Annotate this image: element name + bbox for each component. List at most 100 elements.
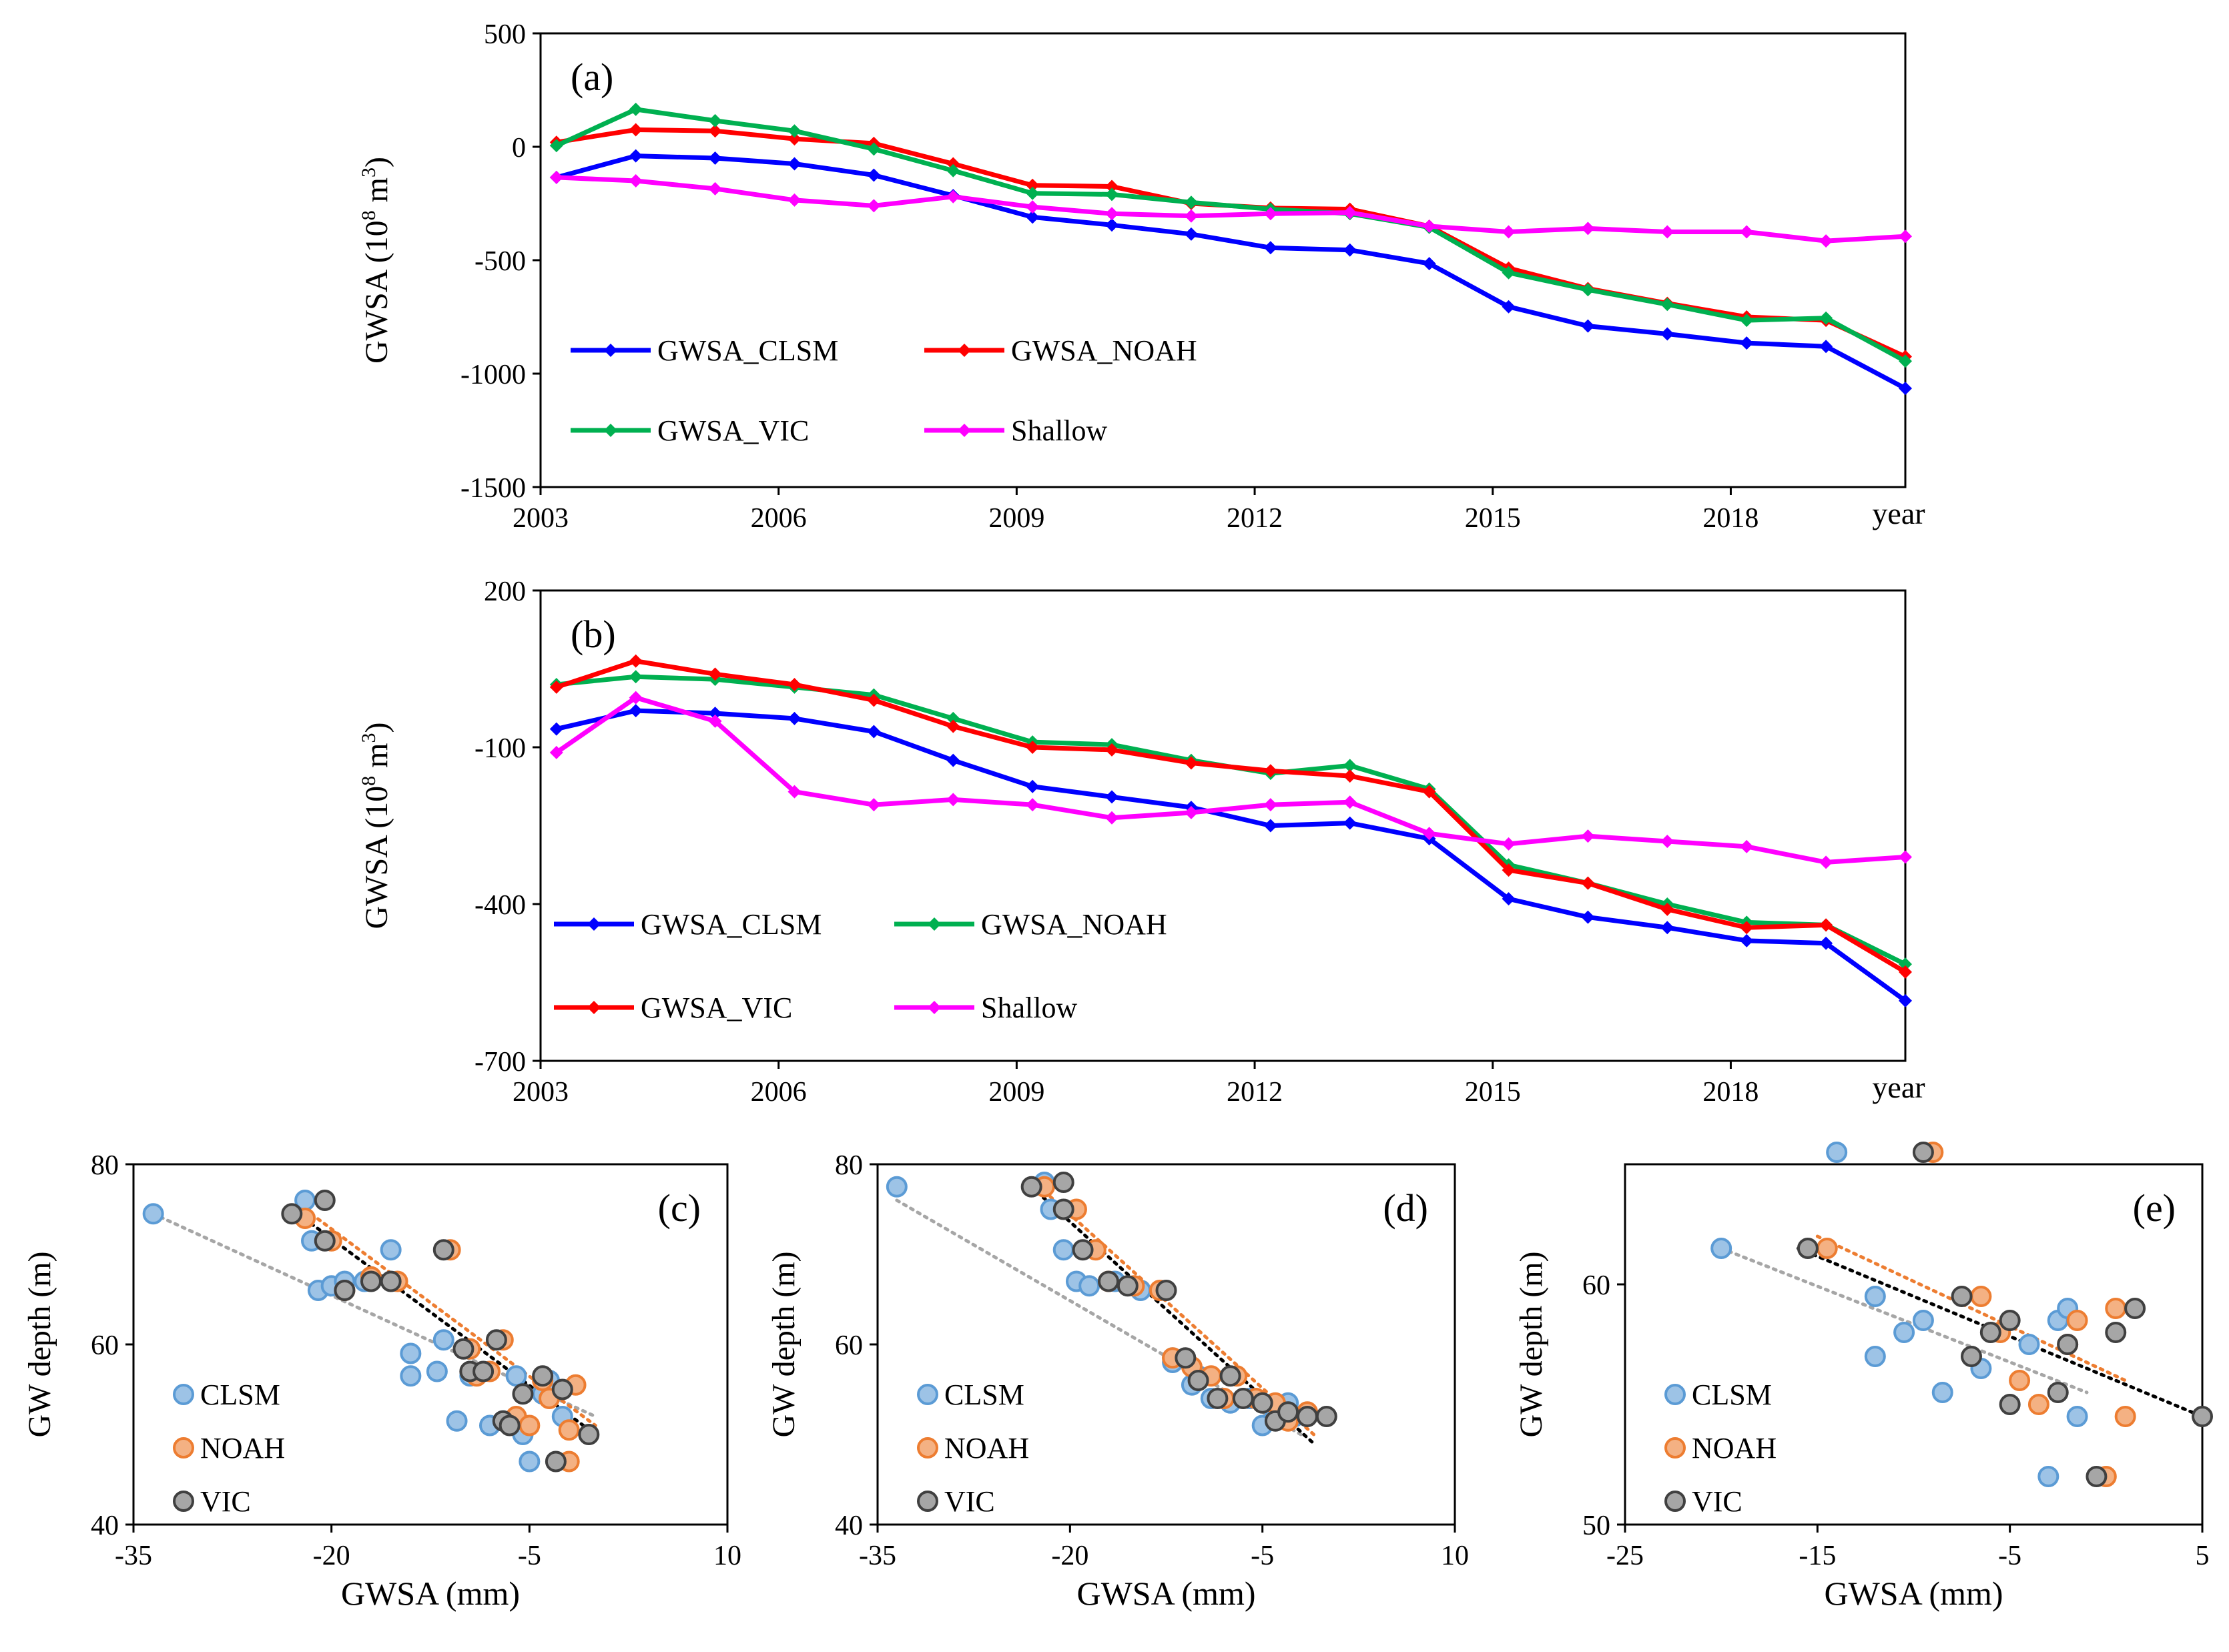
data-point-VIC <box>1052 1172 1074 1193</box>
y-axis-label-part: ) <box>359 157 394 167</box>
data-point-GWSA_CLSM <box>708 707 722 721</box>
data-point-GWSA_CLSM <box>1105 218 1119 232</box>
data-point-GWSA_CLSM <box>867 725 881 739</box>
x-tick-label: -35 <box>115 1541 152 1571</box>
legend-label: VIC <box>200 1485 251 1518</box>
data-point-GWSA_VIC <box>867 142 881 156</box>
data-point-VIC <box>1219 1365 1241 1387</box>
y-tick-label: -1500 <box>460 473 526 504</box>
data-point-GWSA_CLSM <box>1343 816 1357 830</box>
panel-label: (c) <box>658 1186 701 1230</box>
plot-frame <box>539 589 1907 1062</box>
data-point-GWSA_VIC <box>946 719 960 733</box>
legend-marker <box>173 1491 194 1512</box>
data-point-Shallow <box>1819 234 1833 248</box>
data-point-GWSA_CLSM <box>1422 257 1436 271</box>
series-line-GWSA_VIC <box>555 659 1907 974</box>
x-tick-label: 2012 <box>1227 503 1283 534</box>
data-point-GWSA_NOAH <box>946 711 960 725</box>
legend-label: CLSM <box>944 1378 1024 1411</box>
data-point-Shallow <box>1660 225 1674 239</box>
plot-frame <box>132 1163 729 1526</box>
trendline <box>1719 1246 2089 1394</box>
legend-label: GWSA_CLSM <box>641 908 822 941</box>
data-point-NOAH <box>1816 1238 1838 1259</box>
data-point-GWSA_CLSM <box>1660 327 1674 341</box>
data-point-GWSA_CLSM <box>787 157 802 171</box>
data-point-GWSA_VIC <box>1502 266 1516 280</box>
data-point-CLSM <box>432 1329 454 1351</box>
data-point-GWSA_CLSM <box>1263 241 1277 255</box>
data-point-Shallow <box>1422 220 1436 233</box>
data-point-VIC <box>314 1190 336 1211</box>
y-tick-label: 80 <box>91 1150 119 1181</box>
series-line-GWSA_CLSM <box>555 708 1907 1003</box>
legend-label: GWSA_VIC <box>641 991 792 1024</box>
legend-marker <box>928 1001 941 1014</box>
y-tick-label: 200 <box>484 576 526 607</box>
y-tick-label: -500 <box>474 246 526 277</box>
data-point-GWSA_VIC <box>1422 785 1436 799</box>
data-point-VIC <box>1912 1142 1934 1163</box>
data-point-GWSA_VIC <box>549 139 563 153</box>
data-point-CLSM <box>1931 1382 1953 1403</box>
data-point-Shallow <box>1581 222 1595 236</box>
data-point-VIC <box>1951 1286 1973 1307</box>
data-point-Shallow <box>1899 230 1912 244</box>
data-point-GWSA_CLSM <box>1105 790 1119 804</box>
data-point-Shallow <box>1105 811 1119 825</box>
data-point-GWSA_NOAH <box>708 124 722 138</box>
x-axis-label: year <box>1872 496 1925 530</box>
x-tick-label: -5 <box>1998 1541 2021 1571</box>
data-point-CLSM <box>2037 1466 2059 1487</box>
data-point-VIC <box>1979 1322 2001 1343</box>
y-axis-label: GWSA (108 m3) <box>358 157 394 364</box>
data-point-VIC <box>432 1239 454 1261</box>
data-point-Shallow <box>1184 209 1198 223</box>
data-point-VIC <box>551 1378 573 1400</box>
data-point-VIC <box>1072 1239 1094 1261</box>
data-point-GWSA_CLSM <box>1502 300 1516 314</box>
data-point-CLSM <box>1893 1322 1915 1343</box>
data-point-GWSA_VIC <box>1660 902 1674 916</box>
data-point-GWSA_CLSM <box>629 704 643 718</box>
y-tick-label: 40 <box>91 1511 119 1541</box>
data-point-VIC <box>2057 1334 2079 1355</box>
y-tick-label: -1000 <box>460 360 526 390</box>
legend-label: Shallow <box>1011 414 1107 447</box>
data-point-VIC <box>1797 1238 1819 1259</box>
data-point-CLSM <box>400 1365 422 1387</box>
data-point-Shallow <box>1026 200 1040 214</box>
data-point-GWSA_CLSM <box>1899 382 1912 396</box>
x-axis-label: GWSA (mm) <box>1076 1575 1255 1612</box>
data-point-VIC <box>2105 1322 2127 1343</box>
data-point-NOAH <box>2114 1406 2136 1427</box>
data-point-GWSA_NOAH <box>946 157 960 171</box>
data-point-CLSM <box>1710 1238 1732 1259</box>
y-axis-label-part: GWSA (10 <box>359 786 394 929</box>
data-point-VIC <box>334 1280 356 1301</box>
data-point-Shallow <box>549 745 563 759</box>
x-tick-label: 10 <box>713 1541 741 1571</box>
data-point-Shallow <box>1581 829 1595 843</box>
data-point-VIC <box>1251 1392 1273 1414</box>
data-point-GWSA_VIC <box>867 693 881 707</box>
data-point-VIC <box>1232 1388 1254 1409</box>
legend-label: NOAH <box>1692 1432 1777 1465</box>
legend-label: VIC <box>1692 1485 1742 1518</box>
data-point-Shallow <box>708 181 722 195</box>
y-tick-label: 40 <box>835 1511 863 1541</box>
data-point-CLSM <box>1052 1239 1074 1261</box>
data-point-GWSA_VIC <box>708 667 722 681</box>
y-axis-label-part: 8 <box>358 776 380 786</box>
x-axis-label: GWSA (mm) <box>341 1575 520 1612</box>
data-point-GWSA_VIC <box>946 163 960 177</box>
data-point-GWSA_CLSM <box>946 753 960 767</box>
data-point-GWSA_CLSM <box>549 722 563 736</box>
data-point-GWSA_VIC <box>1343 769 1357 783</box>
data-point-VIC <box>472 1360 495 1382</box>
data-point-Shallow <box>946 189 960 203</box>
